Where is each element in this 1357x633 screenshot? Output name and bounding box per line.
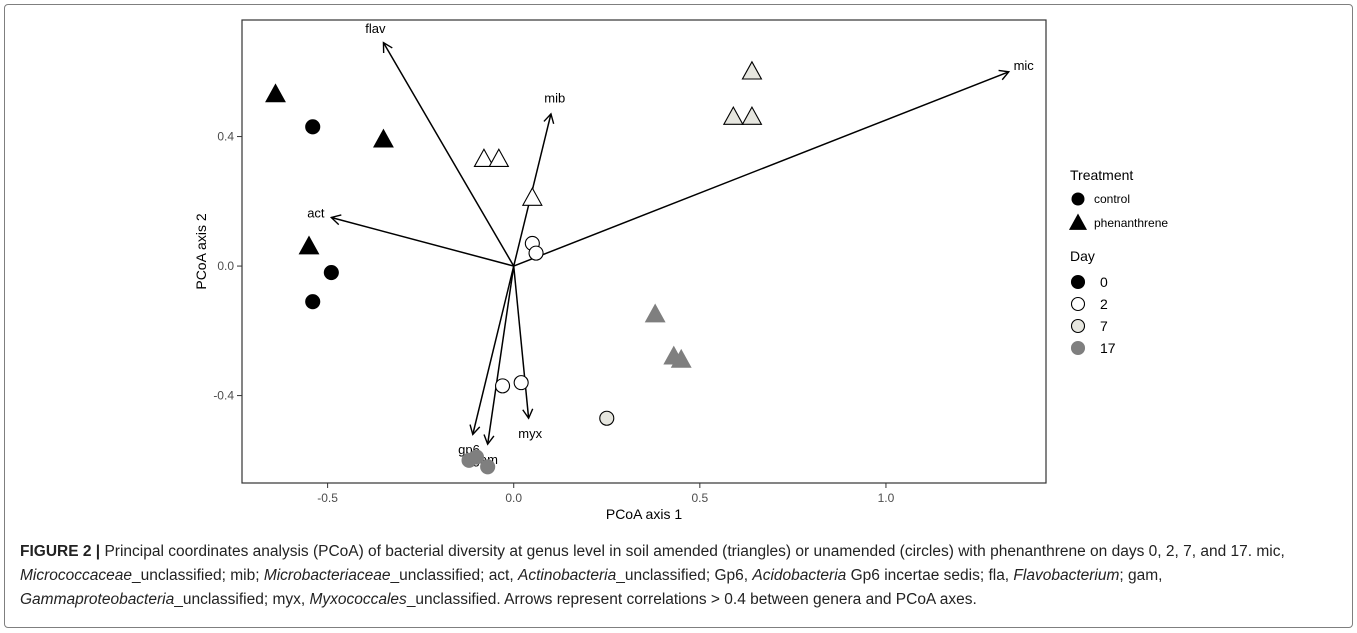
caption-taxon: Actinobacteria <box>517 567 617 584</box>
vector-arrow-act <box>329 214 514 267</box>
vector-label-act: act <box>307 205 325 220</box>
figure-caption: FIGURE 2 | Principal coordinates analysi… <box>20 540 1340 612</box>
legend-day-marker <box>1070 274 1086 290</box>
legend-day-label: 2 <box>1100 296 1108 312</box>
point-phenanthrene-day7 <box>741 105 763 125</box>
y-tick-label: 0.0 <box>217 259 234 273</box>
legend-day-title: Day <box>1070 248 1095 264</box>
figure-label: FIGURE 2 | <box>20 543 101 560</box>
x-tick-label: 0.5 <box>691 491 708 505</box>
caption-text: ; gam, <box>1119 567 1163 584</box>
x-tick-label: 0.0 <box>505 491 522 505</box>
x-axis-title: PCoA axis 1 <box>606 506 682 522</box>
legend-day-marker <box>1070 340 1086 356</box>
caption-text: Gp6 incertae sedis; fla, <box>846 567 1014 584</box>
plot-panel <box>241 19 1047 484</box>
caption-text: _unclassified; Gp6, <box>616 567 753 584</box>
point-phenanthrene-day0 <box>265 83 286 103</box>
caption-text: Principal coordinates analysis (PCoA) of… <box>100 543 1285 560</box>
point-phenanthrene-day2 <box>488 148 510 167</box>
caption-taxon: Micrococcaceae <box>20 567 132 584</box>
legend-day-label: 17 <box>1100 340 1116 356</box>
point-phenanthrene-day7 <box>741 60 763 80</box>
x-tick-label: 1.0 <box>878 491 895 505</box>
axes-layer: -0.5 0.0 0.5 1.0 -0.4 0.0 0.4 PCoA axis 1 PCoA a… <box>193 130 895 522</box>
vector-arrow-gp6 <box>469 265 515 436</box>
vector-arrow-myx <box>512 265 534 420</box>
vector-arrow-mic <box>513 69 1011 267</box>
points-layer <box>265 60 763 475</box>
legend-treatment-title: Treatment <box>1070 167 1133 183</box>
vector-arrow-flav <box>382 41 515 267</box>
legend-day-label: 7 <box>1100 318 1108 334</box>
y-tick-label: 0.4 <box>217 130 234 144</box>
caption-text: _unclassified; act, <box>390 567 518 584</box>
caption-taxon: Gammaproteobacteria <box>20 591 175 608</box>
point-control-day7 <box>599 410 615 426</box>
legend-triangle-marker <box>1068 213 1088 230</box>
point-phenanthrene-day7 <box>722 105 744 125</box>
vector-label-myx: myx <box>518 426 542 441</box>
point-phenanthrene-day0 <box>373 128 394 148</box>
caption-body: Principal coordinates analysis (PCoA) of… <box>20 543 1285 608</box>
caption-taxon: Microbacteriaceae <box>263 567 391 584</box>
legend-treatment-label: phenanthrene <box>1094 216 1168 230</box>
vector-label-flav: flav <box>365 21 386 36</box>
vector-label-mib: mib <box>544 90 565 105</box>
point-control-day0 <box>305 294 321 310</box>
caption-taxon: Acidobacteria <box>752 567 847 584</box>
legend-day-marker <box>1070 318 1086 334</box>
legend-day-marker <box>1070 296 1086 312</box>
legend-circle-marker <box>1071 192 1085 206</box>
x-tick-label: -0.5 <box>317 491 338 505</box>
caption-text: _unclassified; mib; <box>132 567 264 584</box>
caption-taxon: Myxococcales <box>309 591 407 608</box>
point-phenanthrene-day0 <box>298 235 320 255</box>
legend-day-label: 0 <box>1100 274 1108 290</box>
point-control-day0 <box>323 264 339 281</box>
y-axis-title: PCoA axis 2 <box>193 213 209 289</box>
point-control-day17 <box>468 449 485 465</box>
legend-treatment-label: control <box>1094 192 1130 206</box>
pcoa-chart: -0.5 0.0 0.5 1.0 -0.4 0.0 0.4 PCoA axis 1 PCoA a… <box>193 19 1168 522</box>
caption-text: _unclassified; myx, <box>174 591 310 608</box>
point-control-day0 <box>305 119 321 135</box>
point-control-day2 <box>528 245 544 261</box>
point-control-day17 <box>480 459 496 475</box>
point-phenanthrene-day2 <box>473 148 495 167</box>
legend: Treatment control phenanthrene Day 0 2 7 17 <box>1068 167 1168 356</box>
caption-taxon: Flavobacterium <box>1013 567 1120 584</box>
point-control-day2 <box>495 378 511 394</box>
point-control-day2 <box>513 375 529 391</box>
point-phenanthrene-day2 <box>521 186 543 206</box>
vector-arrow-gam <box>483 265 515 446</box>
point-phenanthrene-day17 <box>670 348 692 368</box>
vector-label-mic: mic <box>1014 58 1035 73</box>
y-tick-label: -0.4 <box>213 389 234 403</box>
point-phenanthrene-day17 <box>644 303 666 323</box>
caption-text: _unclassified. Arrows represent correlat… <box>406 591 977 608</box>
